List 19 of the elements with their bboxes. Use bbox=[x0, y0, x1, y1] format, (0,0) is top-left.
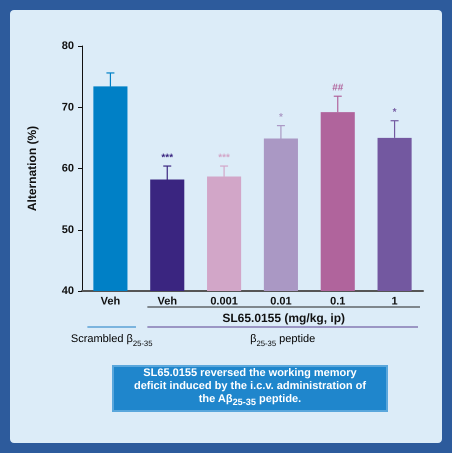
x-tick-label: 1 bbox=[392, 296, 398, 308]
data-label: ## bbox=[332, 82, 344, 94]
data-label: *** bbox=[161, 152, 174, 164]
y-axis-title: Alternation (%) bbox=[25, 126, 39, 212]
y-tick-label: 40 bbox=[62, 285, 74, 297]
x-tick-label: 0.1 bbox=[330, 296, 346, 308]
y-tick-label: 50 bbox=[62, 224, 74, 236]
data-label: *** bbox=[218, 152, 230, 164]
x-tick-label: 0.01 bbox=[270, 296, 292, 308]
y-tick-label: 80 bbox=[62, 40, 74, 52]
x-axis-title: SL65.0155 (mg/kg, ip) bbox=[222, 311, 346, 325]
text: SL65.0155 reversed the working memory deficit induced by the i.c.v. administration of the Aβ$_{25-35}$ peptide. bbox=[132, 367, 368, 410]
x-tick-label: Veh bbox=[157, 296, 178, 308]
y-tick-label: 70 bbox=[62, 101, 74, 114]
y-tick-label: 60 bbox=[62, 162, 74, 174]
x-tick-label: Veh bbox=[100, 296, 120, 308]
x-tick-label: 0.001 bbox=[210, 296, 238, 308]
data-label: * bbox=[278, 112, 283, 124]
data-label: * bbox=[392, 107, 397, 118]
